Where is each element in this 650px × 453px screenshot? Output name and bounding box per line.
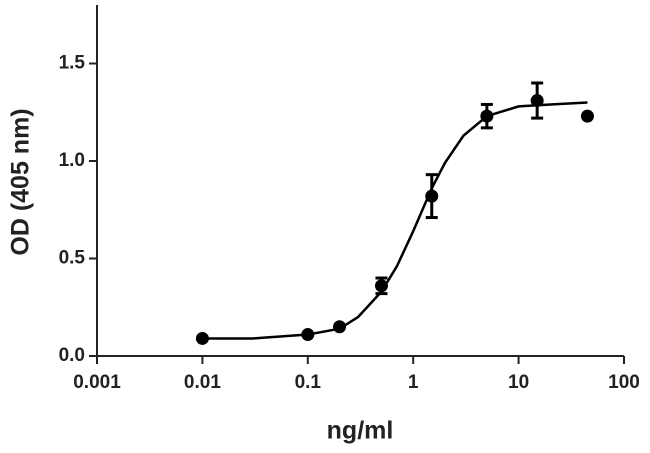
x-tick-label: 10 [508,372,529,393]
x-tick-label: 0.001 [73,372,121,393]
y-tick-label: 0.5 [59,248,86,269]
data-point [374,279,388,293]
y-tick-label: 1.0 [59,150,85,171]
x-axis-title: ng/ml [327,417,394,445]
data-point [425,189,439,203]
data-point [301,328,315,342]
data-point [480,109,494,123]
y-tick-label: 0.0 [59,345,85,366]
x-tick-label: 0.1 [295,372,322,393]
y-axis-title: OD (405 nm) [7,108,35,255]
data-point [333,320,347,334]
y-tick-label: 1.5 [59,53,86,74]
fit-curve [202,101,588,340]
data-point [580,109,594,123]
data-point [530,94,544,108]
x-tick-label: 1 [408,372,419,393]
x-tick-label: 0.01 [184,372,221,393]
x-tick-label: 100 [608,372,640,393]
data-point [195,331,209,345]
